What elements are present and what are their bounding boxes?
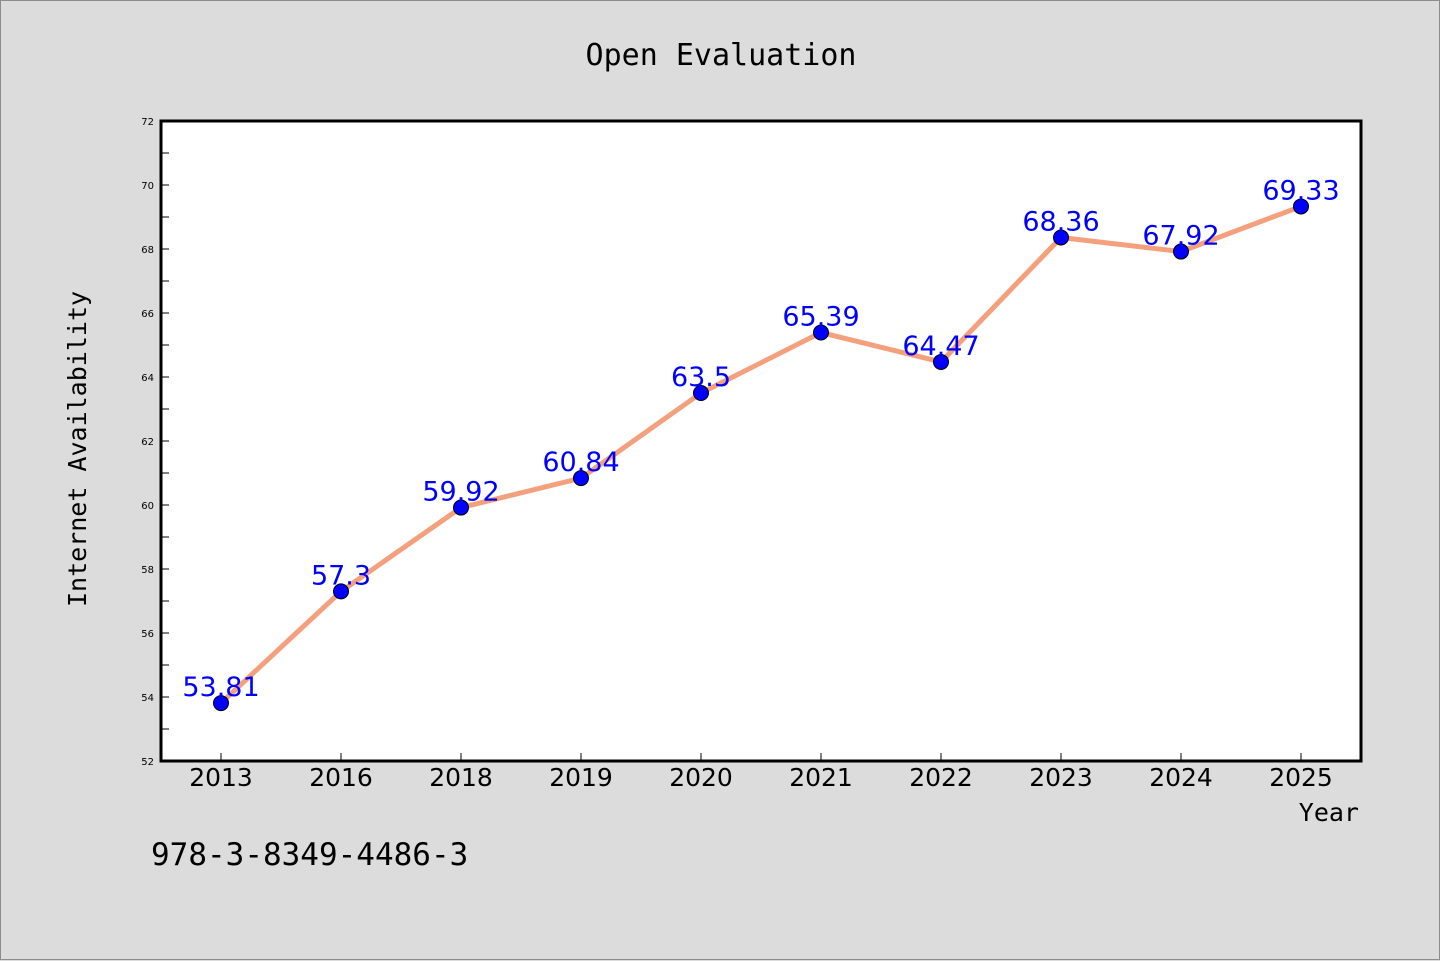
- data-label: 57.3: [311, 560, 371, 591]
- data-label: 69.33: [1262, 175, 1339, 206]
- y-tick-label: 54: [141, 693, 154, 704]
- x-tick-label: 2021: [789, 763, 853, 792]
- data-point: [1293, 198, 1309, 215]
- y-tick-label: 68: [141, 245, 154, 256]
- data-label: 59.92: [422, 477, 499, 508]
- series-line: [218, 203, 1304, 706]
- data-point: [1173, 243, 1189, 260]
- data-label: 64.47: [902, 331, 979, 362]
- x-axis-label: Year: [1299, 798, 1359, 827]
- data-point: [573, 470, 589, 487]
- x-axis: 2013 2016 2018 2019 2020 2021 2022 2023 2024 2025: [189, 753, 1333, 792]
- plot-area: [159, 119, 1363, 763]
- x-tick-label: 2019: [549, 763, 613, 792]
- x-tick-label: 2022: [909, 763, 973, 792]
- data-point: [813, 324, 829, 341]
- data-point: [213, 695, 229, 712]
- y-tick-label: 64: [141, 373, 154, 384]
- x-tick-label: 2013: [189, 763, 253, 792]
- data-point: [693, 385, 709, 401]
- data-label: 67.92: [1142, 221, 1219, 252]
- data-label: 63.5: [671, 362, 731, 393]
- y-tick-label: 56: [141, 629, 154, 640]
- data-label: 68.36: [1022, 206, 1099, 237]
- x-tick-label: 2018: [429, 763, 493, 792]
- y-tick-label: 58: [141, 565, 154, 576]
- y-tick-label: 66: [141, 309, 154, 320]
- data-point: [453, 499, 469, 516]
- data-point: [333, 583, 349, 600]
- y-tick-label: 72: [141, 117, 154, 128]
- x-tick-label: 2024: [1149, 763, 1213, 792]
- isbn-footnote: 978-3-8349-4486-3: [151, 837, 468, 873]
- chart-title: Open Evaluation: [586, 38, 857, 73]
- y-tick-label: 60: [141, 501, 154, 512]
- x-tick-label: 2025: [1269, 763, 1333, 792]
- y-axis-label: Internet Availability: [63, 291, 92, 607]
- data-label: 60.84: [542, 447, 619, 478]
- y-axis: 52 54 56 58 60 62 64 66 68 70 72: [141, 117, 169, 768]
- y-tick-label: 62: [141, 437, 154, 448]
- x-tick-label: 2016: [309, 763, 373, 792]
- y-tick-label: 52: [141, 757, 154, 768]
- data-label: 65.39: [782, 302, 859, 333]
- x-tick-label: 2023: [1029, 763, 1093, 792]
- data-label: 53.81: [182, 672, 259, 703]
- series-layer: 53.81 57.3 59.92 60.84 63.5 65.39 64.47 68.36 67…: [182, 175, 1340, 712]
- y-tick-label: 70: [141, 181, 154, 192]
- data-point: [1053, 229, 1069, 246]
- data-point: [933, 353, 949, 370]
- x-tick-label: 2020: [669, 763, 733, 792]
